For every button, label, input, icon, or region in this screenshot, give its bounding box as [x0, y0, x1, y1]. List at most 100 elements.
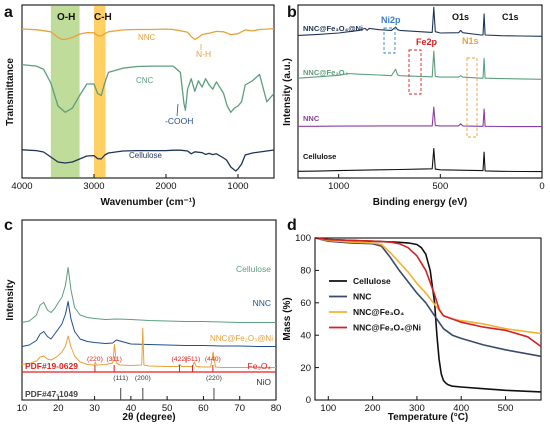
tga-series-0 [314, 237, 542, 393]
panel-d-y-ticks: 0 20 40 60 80 100 [295, 233, 319, 406]
pdf-47-1049-label: PDF#47-1049 [25, 389, 78, 399]
panel-d-y-tick-label: 60 [300, 298, 311, 309]
panel-d-frame [314, 237, 542, 401]
ftir-series-cellulose [21, 149, 275, 172]
nnc-fe3o4-curve-label: NNC@Fe₃O₄ [303, 68, 349, 77]
n1s-box [466, 57, 478, 138]
panel-b-y-title: Intensity (a.u.) [282, 58, 293, 126]
panel-c-x-tick-label: 10 [17, 403, 28, 414]
panel-d-y-tick-label: 20 [300, 363, 311, 374]
panel-b-frame [297, 4, 543, 179]
panel-c-x-tick-label: 60 [198, 403, 209, 414]
o1s-label: O1s [452, 12, 469, 22]
legend-entry: NNC@Fe₃O₄@Ni [353, 323, 421, 333]
nio-hkl-label: (111) [113, 375, 128, 382]
panel-d-x-tick-label: 200 [365, 403, 381, 414]
panel-b-x-ticks: 1000 500 0 [328, 174, 545, 192]
cellulose-curve-label: Cellulose [129, 151, 162, 160]
panel-d-y-tick-label: 40 [300, 330, 311, 341]
panel-b-x-title: Binding energy (eV) [373, 197, 467, 208]
panel-c-x-tick-label: 20 [53, 403, 64, 414]
panel-d-x-title: Temperature (°C) [388, 412, 469, 423]
panel-c-frame [21, 219, 277, 401]
legend-entry: NNC [353, 292, 371, 302]
fe3o4-hkl-label: (311) [106, 356, 121, 363]
panel-c-reference-lines: (220) (311) (422)(511) (440)(111) (200) (220) [22, 356, 276, 401]
panel-a-letter: a [4, 4, 13, 21]
panel-c-x-tick-label: 30 [89, 403, 100, 414]
cellulose-curve-label-c: Cellulose [236, 264, 271, 274]
ni2p-label: Ni2p [381, 15, 401, 25]
panel-c-x-tick-label: 70 [234, 403, 245, 414]
nnc-curve-label-c: NNC [253, 298, 271, 308]
nnc-curve-label-b: NNC [303, 114, 320, 123]
panel-d-x-tick-label: 100 [320, 403, 336, 414]
panel-a-frame [21, 4, 275, 179]
nnc-fe3o4-ni-curve-label: NNC@Fe₃O₄@Ni [303, 24, 363, 33]
n1s-label: N1s [462, 36, 479, 46]
panel-d-series-group [314, 237, 542, 393]
ch-label: C-H [94, 12, 112, 23]
panel-d: d 100 200 300 400 500 0 20 40 60 80 100 Temperatu… [282, 217, 542, 423]
oh-label: O-H [57, 12, 75, 23]
panel-d-y-tick-label: 0 [306, 395, 311, 406]
panel-b-letter: b [287, 4, 297, 21]
panel-a-y-title: Transmittance [5, 58, 16, 126]
xps-series-1 [297, 50, 543, 80]
nnc-fe2o3-ni-curve-label: NNC@Fe₂O₃@Ni [210, 334, 273, 343]
fe2p-label: Fe2p [416, 37, 438, 47]
fe3o4-hkl-label: (440) [205, 356, 221, 363]
panel-d-x-tick-label: 500 [498, 403, 514, 414]
cooh-label: -COOH [165, 116, 193, 126]
nio-hkl-label: (220) [206, 375, 222, 382]
panel-b-x-tick-label: 1000 [328, 181, 349, 192]
xps-series-0 [297, 6, 543, 37]
nio-hkl-label: (200) [135, 375, 151, 382]
panel-c-letter: c [4, 217, 13, 234]
panel-d-letter: d [287, 217, 297, 234]
ftir-series-cnc [21, 63, 275, 113]
nh-label: N-H [196, 49, 211, 59]
panel-d-y-title: Mass (%) [282, 297, 293, 340]
panel-a-x-tick-label: 3000 [83, 181, 104, 192]
pdf-19-0629-label: PDF#19-0629 [25, 361, 78, 371]
panel-d-x-ticks: 100 200 300 400 500 [320, 396, 513, 414]
panel-c-x-tick-label: 50 [162, 403, 173, 414]
tga-series-2 [314, 237, 542, 335]
legend-entry: Cellulose [353, 276, 391, 286]
panel-c-y-title: Intensity [5, 279, 16, 321]
oh-band [50, 6, 80, 177]
panel-d-y-tick-label: 100 [295, 233, 311, 244]
nnc-curve-label: NNC [138, 33, 156, 42]
panel-a-x-title: Wavenumber (cm⁻¹) [101, 197, 196, 208]
panel-d-x-tick-label: 300 [409, 403, 425, 414]
panel-b-x-tick-label: 0 [539, 181, 544, 192]
xps-series-2 [298, 106, 542, 128]
panel-c-x-tick-label: 80 [271, 403, 282, 414]
nio-phase-label: NiO [256, 377, 271, 387]
cooh-pointer [176, 103, 179, 117]
fe3o4-phase-label: Fe₃O₄ [248, 361, 272, 371]
ftir-series-nnc [21, 27, 275, 41]
panel-a-series-group [21, 27, 275, 172]
panel-c-x-ticks: 10 20 30 40 50 60 70 80 [17, 396, 282, 414]
ni2p-box [383, 27, 396, 54]
ch-band [94, 6, 106, 177]
fe2p-box [408, 49, 422, 95]
panel-b-series-group [297, 6, 543, 173]
panel-d-y-tick-label: 80 [300, 266, 311, 277]
cellulose-curve-label-b: Cellulose [303, 152, 336, 161]
panel-b-x-tick-label: 500 [432, 181, 448, 192]
cnc-curve-label: CNC [136, 76, 154, 85]
fe3o4-hkl-label: (511) [185, 356, 200, 363]
xrd-series-1 [21, 301, 276, 347]
tga-series-3 [314, 237, 542, 348]
fe3o4-hkl-label: (422) [172, 356, 188, 363]
panel-a: a 4000 3000 2000 1000 Wavenumber (cm⁻¹) Tra… [4, 4, 275, 208]
panel-a-x-tick-label: 1000 [227, 181, 248, 192]
c1s-label: C1s [502, 12, 519, 22]
panel-a-x-tick-label: 4000 [11, 181, 32, 192]
panel-c-x-tick-label: 40 [126, 403, 137, 414]
panel-d-legend: Cellulose NNC NNC@Fe₃O₄ NNC@Fe₃O₄@Ni [329, 276, 421, 333]
